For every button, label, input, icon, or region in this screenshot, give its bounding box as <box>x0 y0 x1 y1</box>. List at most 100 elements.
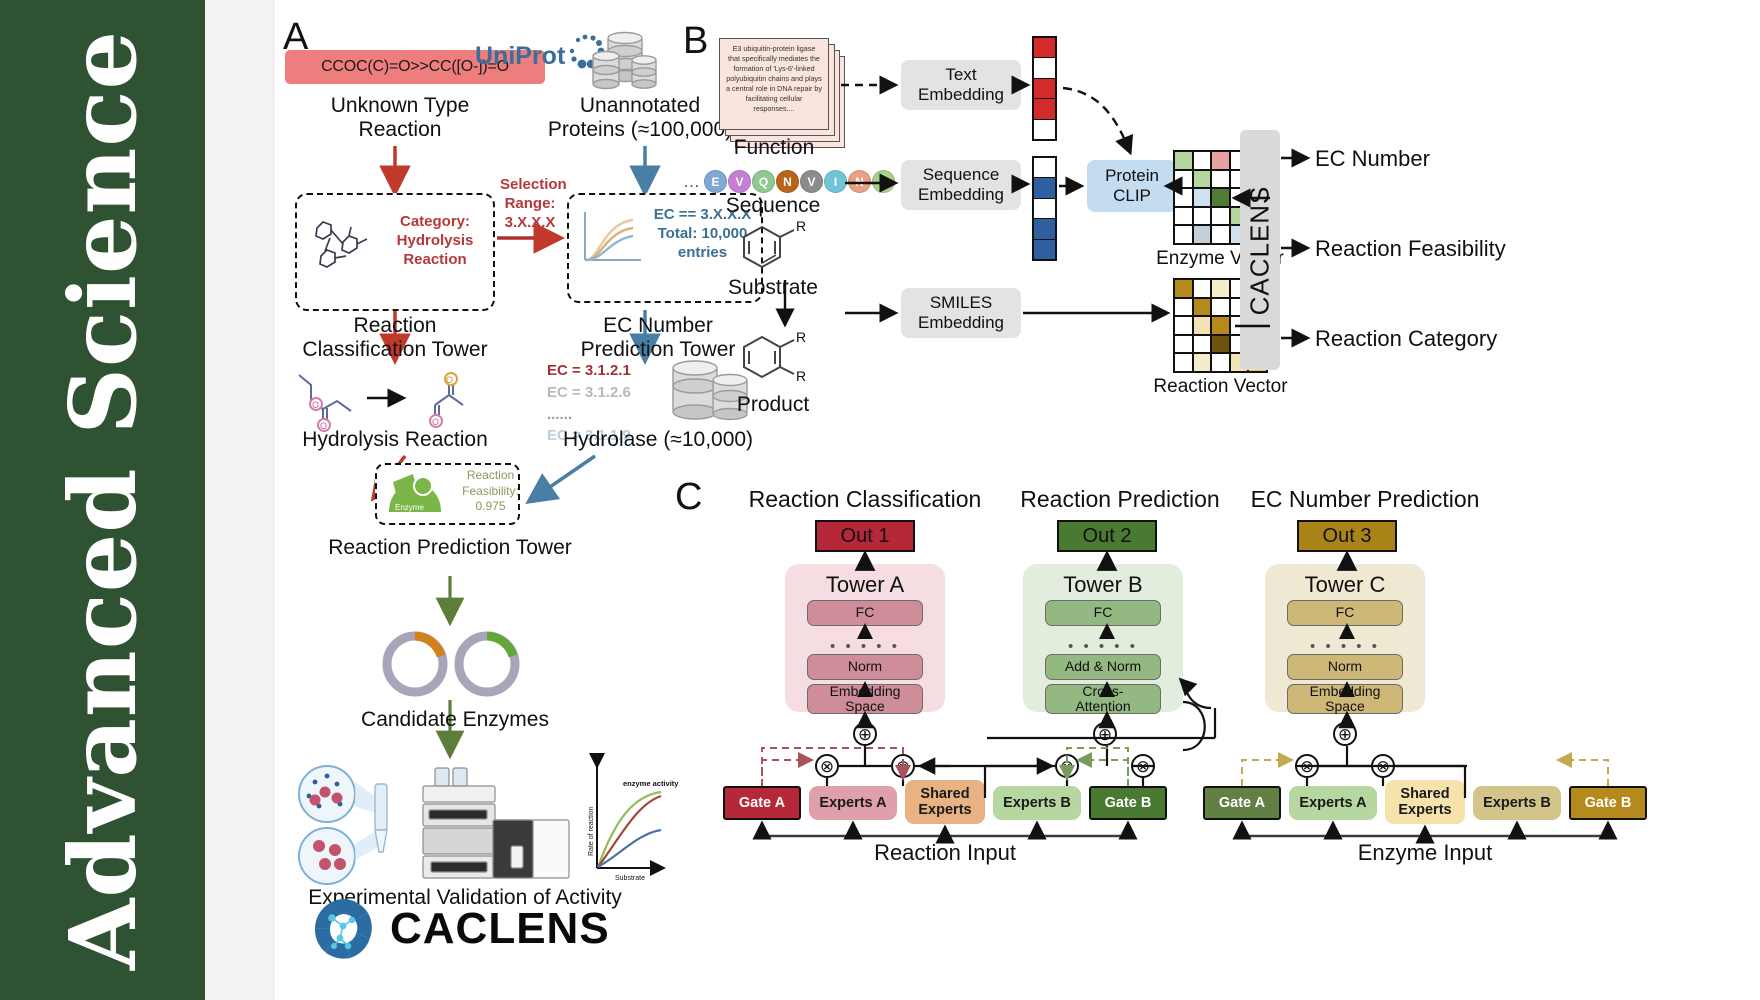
tower-c-dots: • • • • • <box>1310 638 1380 655</box>
column-heading-0: Reaction Classification <box>748 486 982 512</box>
enzyme-vector-cell-0-1 <box>1192 151 1212 170</box>
reaction-vector-cell-1-1 <box>1192 297 1212 317</box>
output-reaction-feasibility: Reaction Feasibility <box>1315 236 1506 261</box>
sequence-vector-cell-0 <box>1034 158 1055 179</box>
figure-canvas: A CCOC(C)=O>>CC([O-])=O UniProt <box>275 8 1705 992</box>
function-card-text: E3 ubiquitin-protein ligase that specifi… <box>726 44 822 113</box>
sequence-label: Sequence <box>725 194 821 217</box>
sequence-embedding-label: Sequence Embedding <box>917 164 1004 204</box>
operator-add-mid: ⊕ <box>1093 722 1117 746</box>
tower-b: Tower B FC • • • • • Add & Norm Cross- A… <box>1023 564 1183 714</box>
reaction-vector-cell-0-0 <box>1174 279 1193 298</box>
operator-add-left: ⊕ <box>853 722 877 746</box>
caclens-brand: CACLENS <box>310 896 610 962</box>
reaction-feasibility-box <box>375 463 520 525</box>
caclens-logo-icon <box>314 899 372 959</box>
reaction-vector-cell-1-2 <box>1211 297 1230 317</box>
tower-a-dots: • • • • • <box>830 638 900 655</box>
out-1-box: Out 1 <box>815 520 915 552</box>
reaction-input-label: Reaction Input <box>874 840 1016 865</box>
function-label: Function <box>733 136 815 159</box>
reaction-vector-cell-1-0 <box>1174 297 1193 317</box>
tower-c-title: Tower C <box>1304 572 1386 597</box>
smiles-embedding-box: SMILES Embedding <box>901 288 1021 338</box>
r-group-label-top: R <box>796 329 806 345</box>
caclens-module-bar: CACLENS <box>1240 130 1280 370</box>
residue-bead-2: Q <box>752 170 775 193</box>
sequence-vector-cell-1 <box>1034 178 1055 199</box>
sequence-vector-cell-2 <box>1034 198 1055 220</box>
enzyme-vector-cell-4-0 <box>1174 225 1193 244</box>
ec-result-list: EC = 3.1.2.1 EC = 3.1.2.6 ...... EC = 3.… <box>547 362 631 445</box>
column-heading-2: EC Number Prediction <box>1250 486 1480 512</box>
text-vector <box>1032 36 1057 141</box>
protein-clip-box: Protein CLIP <box>1087 160 1177 212</box>
moe-right-shared-experts: Shared Experts <box>1385 780 1465 824</box>
ec-filter-label: EC == 3.X.X.X Total: 10,000 entries <box>653 206 752 261</box>
operator-mul-4: ⊗ <box>1295 754 1319 778</box>
plot-ylabel: Rate of reaction <box>588 806 595 856</box>
protein-clip-label: Protein CLIP <box>1105 165 1159 205</box>
tower-a-layer-fc: FC <box>807 600 923 626</box>
operator-mul-2: ⊗ <box>1055 754 1079 778</box>
tower-a-title: Tower A <box>825 572 905 597</box>
smiles-embedding-label: SMILES Embedding <box>917 292 1004 332</box>
journal-title: Advanced Science <box>48 30 157 970</box>
enzyme-vector-cell-0-2 <box>1211 151 1230 170</box>
operator-mul-1: ⊗ <box>891 754 915 778</box>
column-heading-1: Reaction Prediction <box>1020 486 1220 512</box>
out-2-box: Out 2 <box>1057 520 1157 552</box>
residue-bead-4: V <box>800 170 823 193</box>
reaction-vector-cell-2-1 <box>1192 316 1212 335</box>
moe-left-shared-experts: Shared Experts <box>905 780 985 824</box>
enzyme-vector-cell-4-2 <box>1211 225 1230 244</box>
sequence-vector-cell-4 <box>1034 239 1055 260</box>
reaction-vector-cell-0-2 <box>1211 279 1230 298</box>
moe-left-experts-b: Experts B <box>993 786 1081 820</box>
page-margin <box>205 0 275 1000</box>
reaction-vector-cell-3-1 <box>1192 334 1212 354</box>
moe-right-gate-a: Gate A <box>1203 786 1281 820</box>
sequence-beads: … E V Q N V I N A … <box>683 170 918 193</box>
moe-right-experts-a: Experts A <box>1289 786 1377 820</box>
reaction-vector-cell-0-1 <box>1192 279 1212 298</box>
residue-bead-1: V <box>728 170 751 193</box>
moe-right-experts-b: Experts B <box>1473 786 1561 820</box>
r-group-label: R <box>796 218 806 234</box>
product-label: Product <box>736 393 810 416</box>
output-reaction-category: Reaction Category <box>1315 326 1498 351</box>
tower-b-dots: • • • • • <box>1068 638 1138 655</box>
journal-band: Advanced Science <box>0 0 205 1000</box>
sequence-vector-cell-3 <box>1034 219 1055 240</box>
svg-text:O: O <box>446 375 453 385</box>
svg-text:O: O <box>312 400 319 410</box>
smiles-string-box: CCOC(C)=O>>CC([O-])=O <box>285 50 545 84</box>
substrate-label: Substrate <box>728 276 818 299</box>
tower-c: Tower C FC • • • • • Norm Embedding Spac… <box>1265 564 1425 714</box>
caption-unknown-reaction: Unknown Type Reaction <box>330 94 470 141</box>
residue-bead-3: N <box>776 170 799 193</box>
caption-hydrolysis-reaction: Hydrolysis Reaction <box>302 428 488 451</box>
tower-c-layer-embedding: Embedding Space <box>1287 683 1403 714</box>
moe-right-gate-b: Gate B <box>1569 786 1647 820</box>
reaction-vector-cell-3-0 <box>1174 334 1193 354</box>
sequence-embedding-box: Sequence Embedding <box>901 160 1021 210</box>
enzyme-input-label: Enzyme Input <box>1357 840 1493 865</box>
tower-b-layer-add-norm: Add & Norm <box>1045 654 1161 680</box>
panel-b-letter: B <box>683 20 709 62</box>
caption-experimental-validation: Experimental Validation of Activity <box>308 886 622 909</box>
output-ec-number: EC Number <box>1315 146 1430 171</box>
tower-b-layer-fc: FC <box>1045 600 1161 626</box>
text-vector-cell-0 <box>1034 38 1055 59</box>
reaction-vector-label: Reaction Vector <box>1153 376 1288 397</box>
caption-ec-tower: EC Number Prediction Tower <box>580 314 736 361</box>
enzyme-vector-cell-1-2 <box>1211 169 1230 189</box>
tower-b-layer-cross-attention: Cross- Attention <box>1045 683 1161 714</box>
caption-hydrolase: Hydrolase (≈10,000) <box>562 428 754 451</box>
text-vector-cell-3 <box>1034 99 1055 120</box>
residue-bead-7: A <box>872 170 895 193</box>
operator-mul-3: ⊗ <box>1131 754 1155 778</box>
reaction-vector-cell-4-2 <box>1211 353 1230 372</box>
enzyme-vector-cell-2-2 <box>1211 188 1230 207</box>
svg-text:O: O <box>432 417 439 427</box>
